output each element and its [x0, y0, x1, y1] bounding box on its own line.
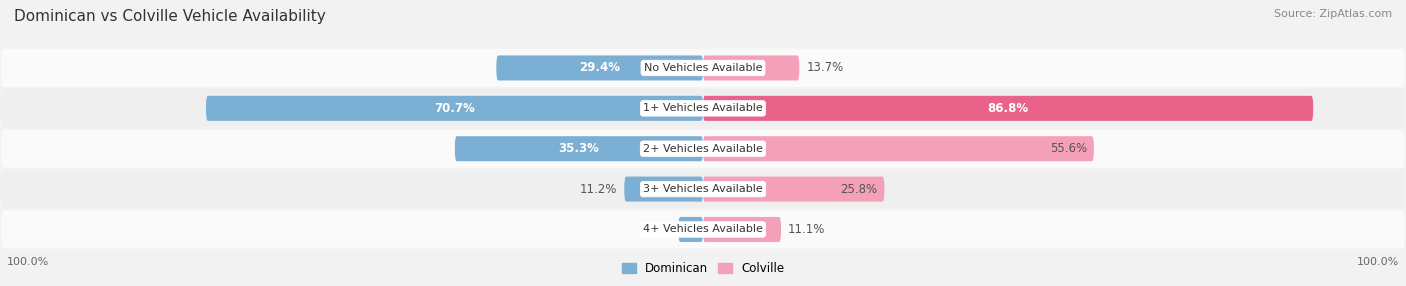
Text: 100.0%: 100.0%	[7, 257, 49, 267]
FancyBboxPatch shape	[0, 128, 1406, 169]
FancyBboxPatch shape	[205, 96, 703, 121]
Text: 70.7%: 70.7%	[434, 102, 475, 115]
FancyBboxPatch shape	[703, 136, 1094, 161]
FancyBboxPatch shape	[496, 55, 703, 80]
Text: 1+ Vehicles Available: 1+ Vehicles Available	[643, 103, 763, 113]
FancyBboxPatch shape	[703, 55, 799, 80]
FancyBboxPatch shape	[0, 209, 1406, 250]
FancyBboxPatch shape	[678, 217, 703, 242]
Text: 4+ Vehicles Available: 4+ Vehicles Available	[643, 225, 763, 235]
Text: 2+ Vehicles Available: 2+ Vehicles Available	[643, 144, 763, 154]
FancyBboxPatch shape	[703, 176, 884, 202]
FancyBboxPatch shape	[0, 88, 1406, 128]
Legend: Dominican, Colville: Dominican, Colville	[617, 258, 789, 280]
Text: 25.8%: 25.8%	[841, 182, 877, 196]
Text: 55.6%: 55.6%	[1050, 142, 1087, 155]
Text: No Vehicles Available: No Vehicles Available	[644, 63, 762, 73]
FancyBboxPatch shape	[703, 96, 1313, 121]
Text: 35.3%: 35.3%	[558, 142, 599, 155]
Text: 3.5%: 3.5%	[641, 223, 672, 236]
Text: 11.1%: 11.1%	[787, 223, 825, 236]
Text: 13.7%: 13.7%	[807, 61, 844, 74]
Text: 3+ Vehicles Available: 3+ Vehicles Available	[643, 184, 763, 194]
Text: Source: ZipAtlas.com: Source: ZipAtlas.com	[1274, 9, 1392, 19]
FancyBboxPatch shape	[0, 169, 1406, 209]
Text: 11.2%: 11.2%	[579, 182, 617, 196]
FancyBboxPatch shape	[456, 136, 703, 161]
FancyBboxPatch shape	[703, 217, 782, 242]
Text: Dominican vs Colville Vehicle Availability: Dominican vs Colville Vehicle Availabili…	[14, 9, 326, 23]
Text: 100.0%: 100.0%	[1357, 257, 1399, 267]
FancyBboxPatch shape	[0, 48, 1406, 88]
Text: 29.4%: 29.4%	[579, 61, 620, 74]
FancyBboxPatch shape	[624, 176, 703, 202]
Text: 86.8%: 86.8%	[987, 102, 1029, 115]
